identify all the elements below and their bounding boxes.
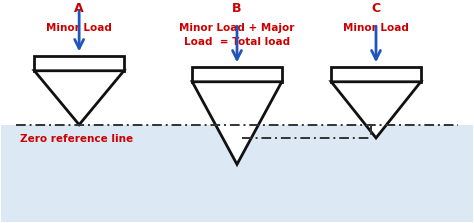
Text: Minor Load: Minor Load xyxy=(343,23,409,33)
Text: Minor Load + Major
Load  = Total load: Minor Load + Major Load = Total load xyxy=(179,23,295,47)
Text: A: A xyxy=(74,2,84,15)
Polygon shape xyxy=(331,67,421,82)
Text: Minor Load: Minor Load xyxy=(46,23,112,33)
Polygon shape xyxy=(192,67,282,82)
Polygon shape xyxy=(331,82,421,138)
Text: Zero reference line: Zero reference line xyxy=(20,134,133,144)
Text: B: B xyxy=(232,2,242,15)
Polygon shape xyxy=(192,82,282,164)
Polygon shape xyxy=(35,56,124,71)
Text: C: C xyxy=(372,2,381,15)
Bar xyxy=(1,125,473,222)
Polygon shape xyxy=(35,71,124,125)
